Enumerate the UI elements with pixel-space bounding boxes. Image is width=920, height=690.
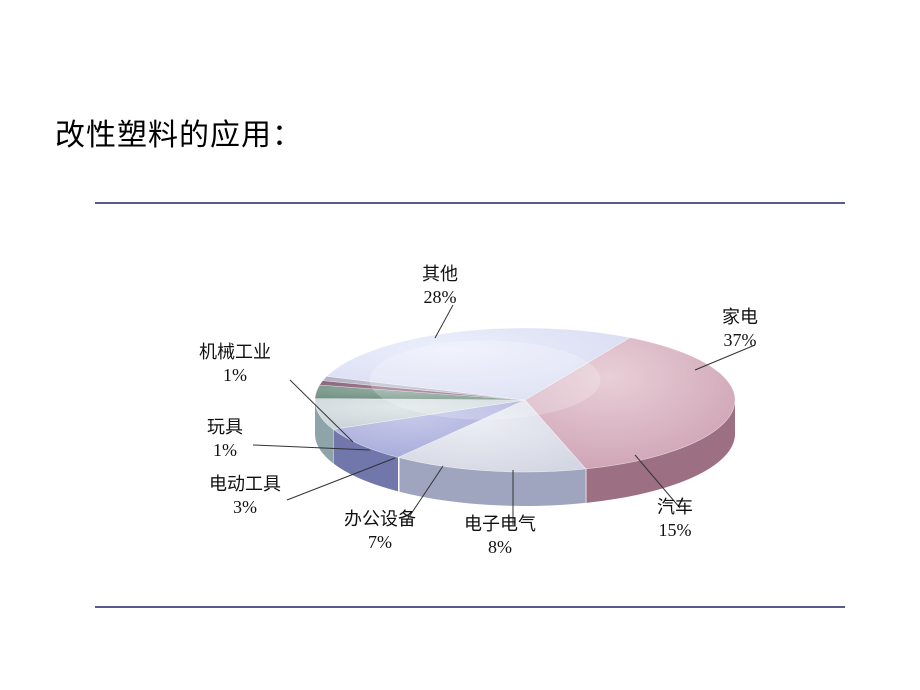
slice-name: 玩具 [207, 417, 243, 437]
slice-label: 电子电气 8% [455, 513, 545, 558]
slice-name: 办公设备 [344, 509, 416, 529]
slice-pct: 8% [488, 537, 512, 557]
slice-label: 电动工具 3% [200, 473, 290, 518]
slice-pct: 37% [724, 330, 757, 350]
slice-pct: 15% [659, 520, 692, 540]
slice-label: 办公设备 7% [335, 508, 425, 553]
rule-bottom [95, 606, 845, 608]
slice-name: 汽车 [657, 497, 693, 517]
slice-name: 电动工具 [209, 474, 281, 494]
slice-pct: 28% [424, 287, 457, 307]
rule-top [95, 202, 845, 204]
slice-label: 其他 28% [395, 263, 485, 308]
slice-name: 电子电气 [464, 514, 536, 534]
slice-label: 机械工业 1% [190, 341, 280, 386]
slice-pct: 1% [223, 365, 247, 385]
slice-pct: 1% [213, 440, 237, 460]
slide: 改性塑料的应用： 家电 37% 汽车 15% 电子电气 8% 办公设备 7% 电动工具 3% 玩具 1… [0, 0, 920, 690]
slice-pct: 3% [233, 497, 257, 517]
slice-name: 其他 [422, 264, 458, 284]
slice-pct: 7% [368, 532, 392, 552]
slice-label: 汽车 15% [630, 496, 720, 541]
page-title: 改性塑料的应用： [55, 110, 303, 154]
slice-name: 家电 [722, 307, 758, 327]
pie-highlight [370, 340, 601, 419]
slice-label: 玩具 1% [180, 416, 270, 461]
slice-label: 家电 37% [695, 306, 785, 351]
chart-container: 家电 37% 汽车 15% 电子电气 8% 办公设备 7% 电动工具 3% 玩具 1% 机械工业 1% 其他… [95, 190, 845, 620]
slice-name: 机械工业 [199, 342, 271, 362]
